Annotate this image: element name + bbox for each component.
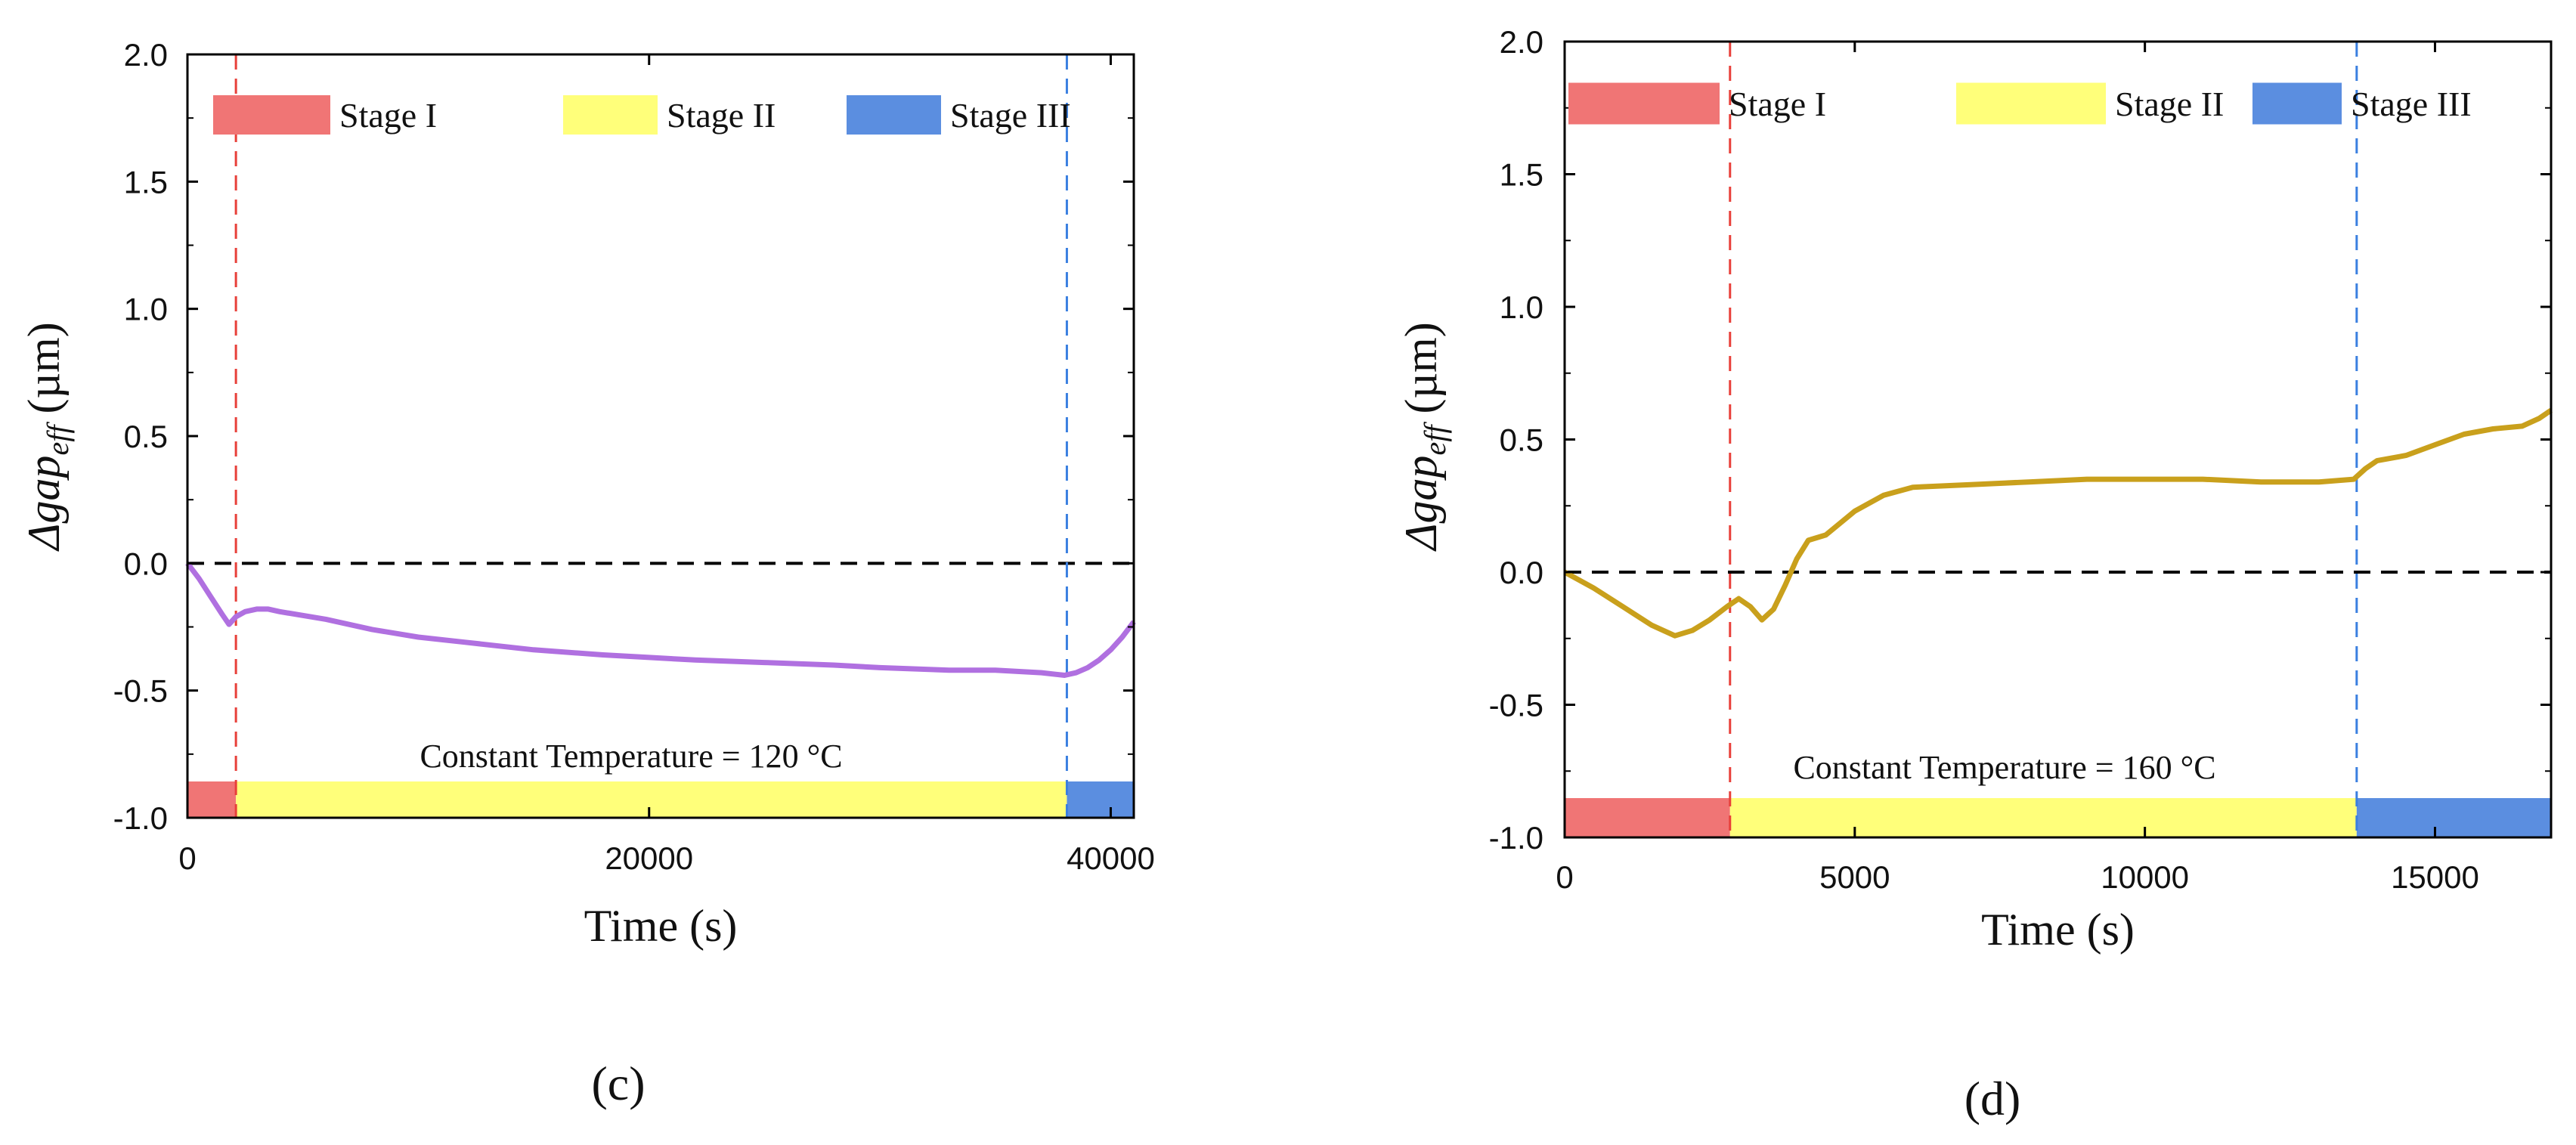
chart-panel-c: -1.0 -0.5 0.0 0.5 1.0 1.5 2.0 0 20000 40000 Time (… — [19, 37, 1155, 1110]
plot-frame — [1563, 40, 2553, 839]
x-tick-label: 0 — [1556, 859, 1573, 895]
stage-band-3 — [1067, 781, 1134, 818]
x-tick-label: 5000 — [1819, 859, 1890, 895]
y-axis-label: Δgapeff (µm) — [19, 322, 75, 551]
temperature-annotation: Constant Temperature = 160 °C — [1793, 749, 2215, 786]
legend-swatch-2 — [1956, 82, 2106, 125]
stage-band-2 — [236, 781, 1067, 818]
data-series-line-1 — [1563, 408, 2553, 639]
x-tick-label: 0 — [178, 840, 196, 876]
legend-label-1: Stage I — [339, 96, 437, 135]
legend-label-2: Stage II — [667, 96, 776, 135]
y-tick-label: 0.5 — [124, 419, 168, 454]
stage-band-3 — [2356, 798, 2551, 837]
x-axis-label: Time (s) — [1981, 905, 2135, 955]
x-tick-label: 20000 — [605, 840, 693, 876]
y-tick-label: 0.0 — [1500, 555, 1543, 590]
stage-band-1 — [187, 781, 237, 818]
y-tick-label: 0.0 — [124, 546, 168, 581]
data-series-line-1 — [185, 562, 1136, 678]
stage-band-1 — [1565, 798, 1730, 837]
legend-label-3: Stage III — [950, 96, 1071, 135]
y-tick-label: 1.5 — [124, 164, 168, 200]
y-tick-label: 1.0 — [1500, 289, 1543, 325]
y-tick-label: 1.5 — [1500, 157, 1543, 193]
legend-label-2: Stage II — [2115, 85, 2224, 123]
y-tick-label: -0.5 — [1489, 688, 1543, 723]
chart-panel-d: -1.0 -0.5 0.0 0.5 1.0 1.5 2.0 0 5000 10000 15000 Ti… — [1396, 24, 2553, 1125]
plot-frame — [186, 53, 1135, 819]
x-tick-label: 40000 — [1067, 840, 1155, 876]
y-tick-label: -0.5 — [113, 673, 168, 709]
y-tick-label: 0.5 — [1500, 422, 1543, 458]
legend-label-3: Stage III — [2351, 85, 2472, 123]
legend-label-1: Stage I — [1729, 85, 1826, 123]
panel-label: (c) — [591, 1057, 645, 1110]
stage-band-2 — [1729, 798, 2357, 837]
x-tick-label: 10000 — [2101, 859, 2189, 895]
y-axis-label: Δgapeff (µm) — [1396, 322, 1452, 551]
x-axis-label: Time (s) — [584, 901, 738, 951]
temperature-annotation: Constant Temperature = 120 °C — [420, 738, 842, 775]
y-tick-label: 2.0 — [1500, 24, 1543, 60]
panel-label: (d) — [1965, 1072, 2021, 1125]
legend-swatch-3 — [847, 95, 941, 135]
y-tick-label: 2.0 — [124, 37, 168, 73]
y-tick-label: -1.0 — [113, 800, 168, 836]
legend-swatch-1 — [213, 95, 330, 135]
legend-swatch-3 — [2252, 82, 2342, 125]
y-tick-label: 1.0 — [124, 292, 168, 327]
x-tick-label: 15000 — [2391, 859, 2479, 895]
y-tick-label: -1.0 — [1489, 820, 1543, 856]
legend-swatch-2 — [563, 95, 658, 135]
legend-swatch-1 — [1568, 82, 1720, 125]
